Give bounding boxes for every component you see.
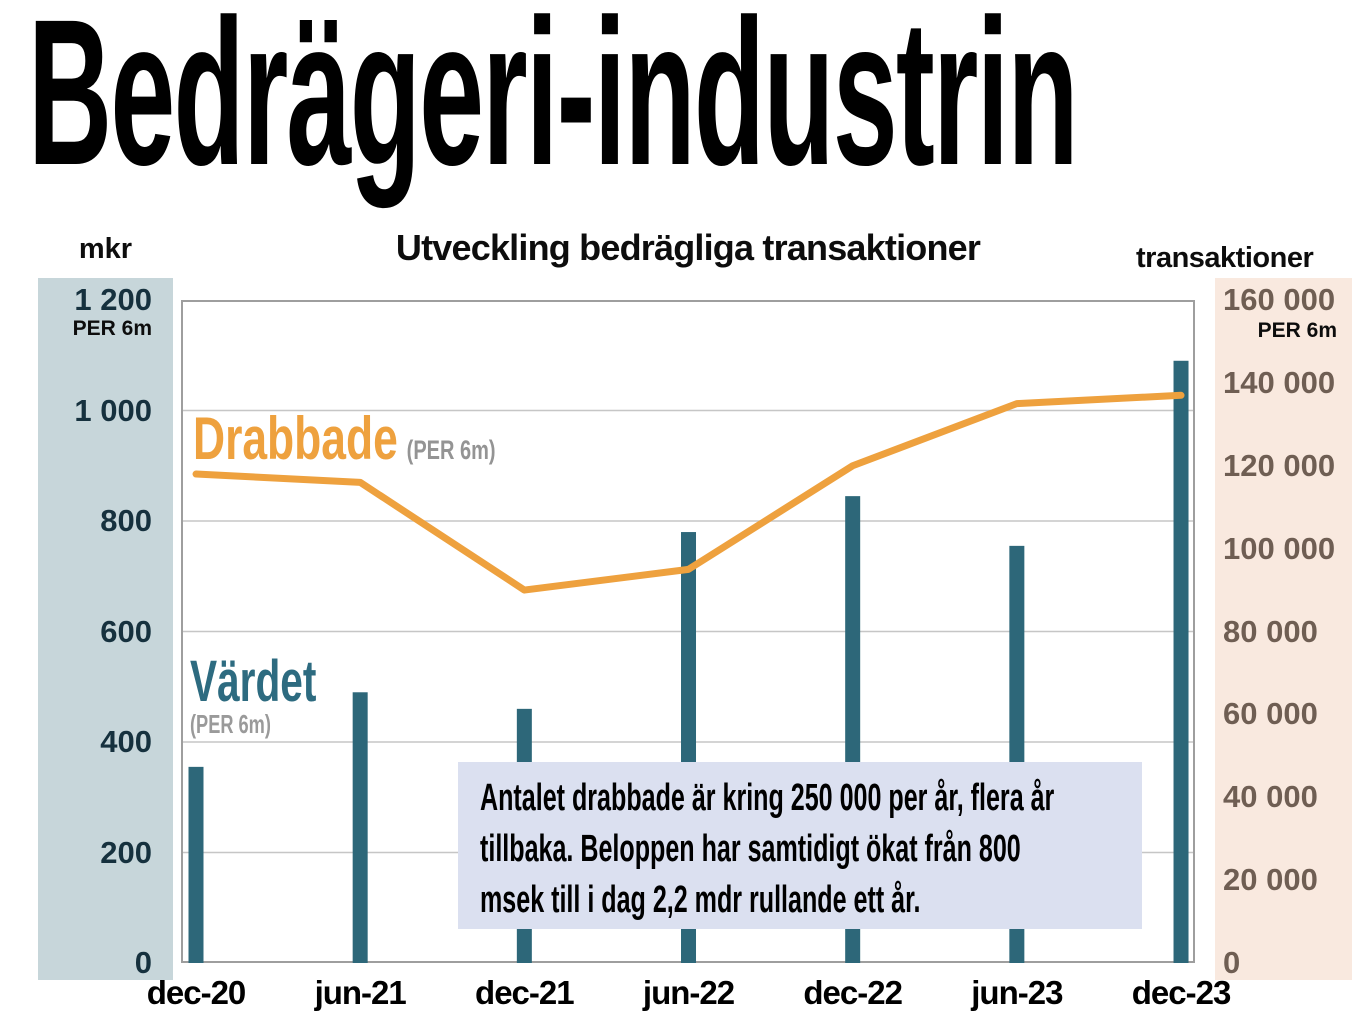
page-title: Bedrägeri-industrin	[28, 0, 1079, 209]
left-tick-800: 800	[100, 503, 152, 538]
bar-jun-21	[352, 692, 368, 963]
x-label-dec-20: dec-20	[146, 974, 247, 1011]
legend-drabbade-label: Drabbade	[193, 405, 398, 472]
left-axis-unit: mkr	[78, 233, 133, 265]
annotation-line: Antalet drabbade är kring 250 000 per år…	[480, 777, 1055, 819]
legend-vardet: Värdet (PER 6m)	[190, 649, 371, 739]
x-label-jun-22: jun-22	[642, 974, 735, 1011]
left-axis-sublabel: PER 6m	[72, 317, 152, 340]
right-tick-0: 0	[1223, 945, 1241, 980]
legend-drabbade: Drabbade (PER 6m)	[193, 404, 602, 473]
x-label-jun-21: jun-21	[314, 974, 407, 1011]
left-tick-1000: 1 000	[74, 392, 152, 428]
right-tick-100000: 100 000	[1223, 530, 1336, 566]
legend-vardet-label: Värdet	[190, 649, 317, 714]
right-tick-20000: 20 000	[1223, 862, 1318, 898]
annotation-box: Antalet drabbade är kring 250 000 per år…	[458, 762, 1142, 929]
left-tick-1200: 1 200	[74, 282, 152, 317]
left-tick-0: 0	[134, 945, 152, 980]
right-axis-sublabel: PER 6m	[1257, 319, 1337, 342]
annotation-line: tillbaka. Beloppen har samtidigt ökat fr…	[480, 828, 1021, 870]
bar-dec-20	[188, 766, 204, 963]
right-axis-band	[1215, 278, 1352, 980]
legend-vardet-sublabel: (PER 6m)	[190, 709, 271, 739]
chart-title: Utveckling bedrägliga transaktioner	[395, 227, 981, 268]
right-tick-140000: 140 000	[1223, 364, 1336, 400]
right-tick-160000: 160 000	[1223, 282, 1336, 317]
right-tick-80000: 80 000	[1223, 613, 1318, 649]
right-tick-60000: 60 000	[1223, 696, 1318, 732]
legend-drabbade-sublabel: (PER 6m)	[406, 435, 496, 465]
line-drabbade	[192, 391, 1185, 594]
x-label-dec-21: dec-21	[475, 974, 575, 1011]
x-label-jun-23: jun-23	[971, 974, 1063, 1011]
right-axis-unit: transaktioner	[1136, 242, 1314, 274]
x-label-dec-23: dec-23	[1131, 974, 1232, 1011]
annotation-line: msek till i dag 2,2 mdr rullande ett år.	[480, 879, 921, 921]
x-label-dec-22: dec-22	[803, 974, 903, 1011]
right-tick-120000: 120 000	[1223, 447, 1336, 483]
annotation-text: Antalet drabbade är kring 250 000 per år…	[480, 773, 1054, 926]
bar-dec-23	[1173, 360, 1189, 963]
left-tick-400: 400	[100, 724, 152, 759]
left-tick-600: 600	[100, 613, 152, 649]
right-tick-40000: 40 000	[1223, 779, 1318, 815]
left-tick-200: 200	[100, 834, 152, 870]
left-axis-band	[38, 278, 173, 980]
